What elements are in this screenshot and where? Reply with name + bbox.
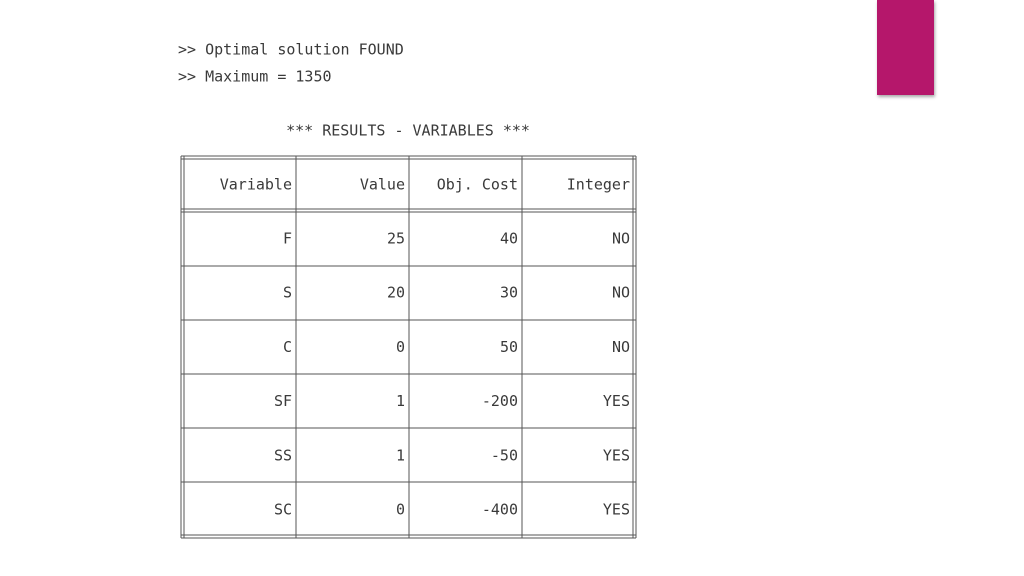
table-cell: YES bbox=[603, 446, 630, 464]
accent-block bbox=[877, 0, 934, 95]
column-header: Value bbox=[360, 176, 405, 194]
table-cell: 1 bbox=[396, 446, 405, 464]
table-cell: NO bbox=[612, 230, 630, 248]
table-cell: NO bbox=[612, 338, 630, 356]
table-heading: *** RESULTS - VARIABLES *** bbox=[286, 122, 530, 140]
table-cell: NO bbox=[612, 284, 630, 302]
table-cell: -200 bbox=[482, 392, 518, 410]
column-header: Obj. Cost bbox=[437, 176, 518, 194]
column-header: Variable bbox=[220, 176, 292, 194]
console-line: >> Optimal solution FOUND bbox=[178, 41, 404, 59]
table-cell: -400 bbox=[482, 501, 518, 519]
table-frame bbox=[180, 155, 637, 539]
column-header: Integer bbox=[567, 176, 630, 194]
table-cell: S bbox=[283, 284, 292, 302]
table-cell: 25 bbox=[387, 230, 405, 248]
table-cell: YES bbox=[603, 501, 630, 519]
table-cell: -50 bbox=[491, 446, 518, 464]
table-cell: F bbox=[283, 230, 292, 248]
table-cell: 50 bbox=[500, 338, 518, 356]
table-cell: C bbox=[283, 338, 292, 356]
console-line: >> Maximum = 1350 bbox=[178, 68, 332, 86]
table-cell: 0 bbox=[396, 501, 405, 519]
table-cell: SF bbox=[274, 392, 292, 410]
table-cell: SS bbox=[274, 446, 292, 464]
table-cell: 20 bbox=[387, 284, 405, 302]
table-cell: 0 bbox=[396, 338, 405, 356]
table-cell: 1 bbox=[396, 392, 405, 410]
table-cell: YES bbox=[603, 392, 630, 410]
table-cell: SC bbox=[274, 501, 292, 519]
table-cell: 30 bbox=[500, 284, 518, 302]
table-cell: 40 bbox=[500, 230, 518, 248]
